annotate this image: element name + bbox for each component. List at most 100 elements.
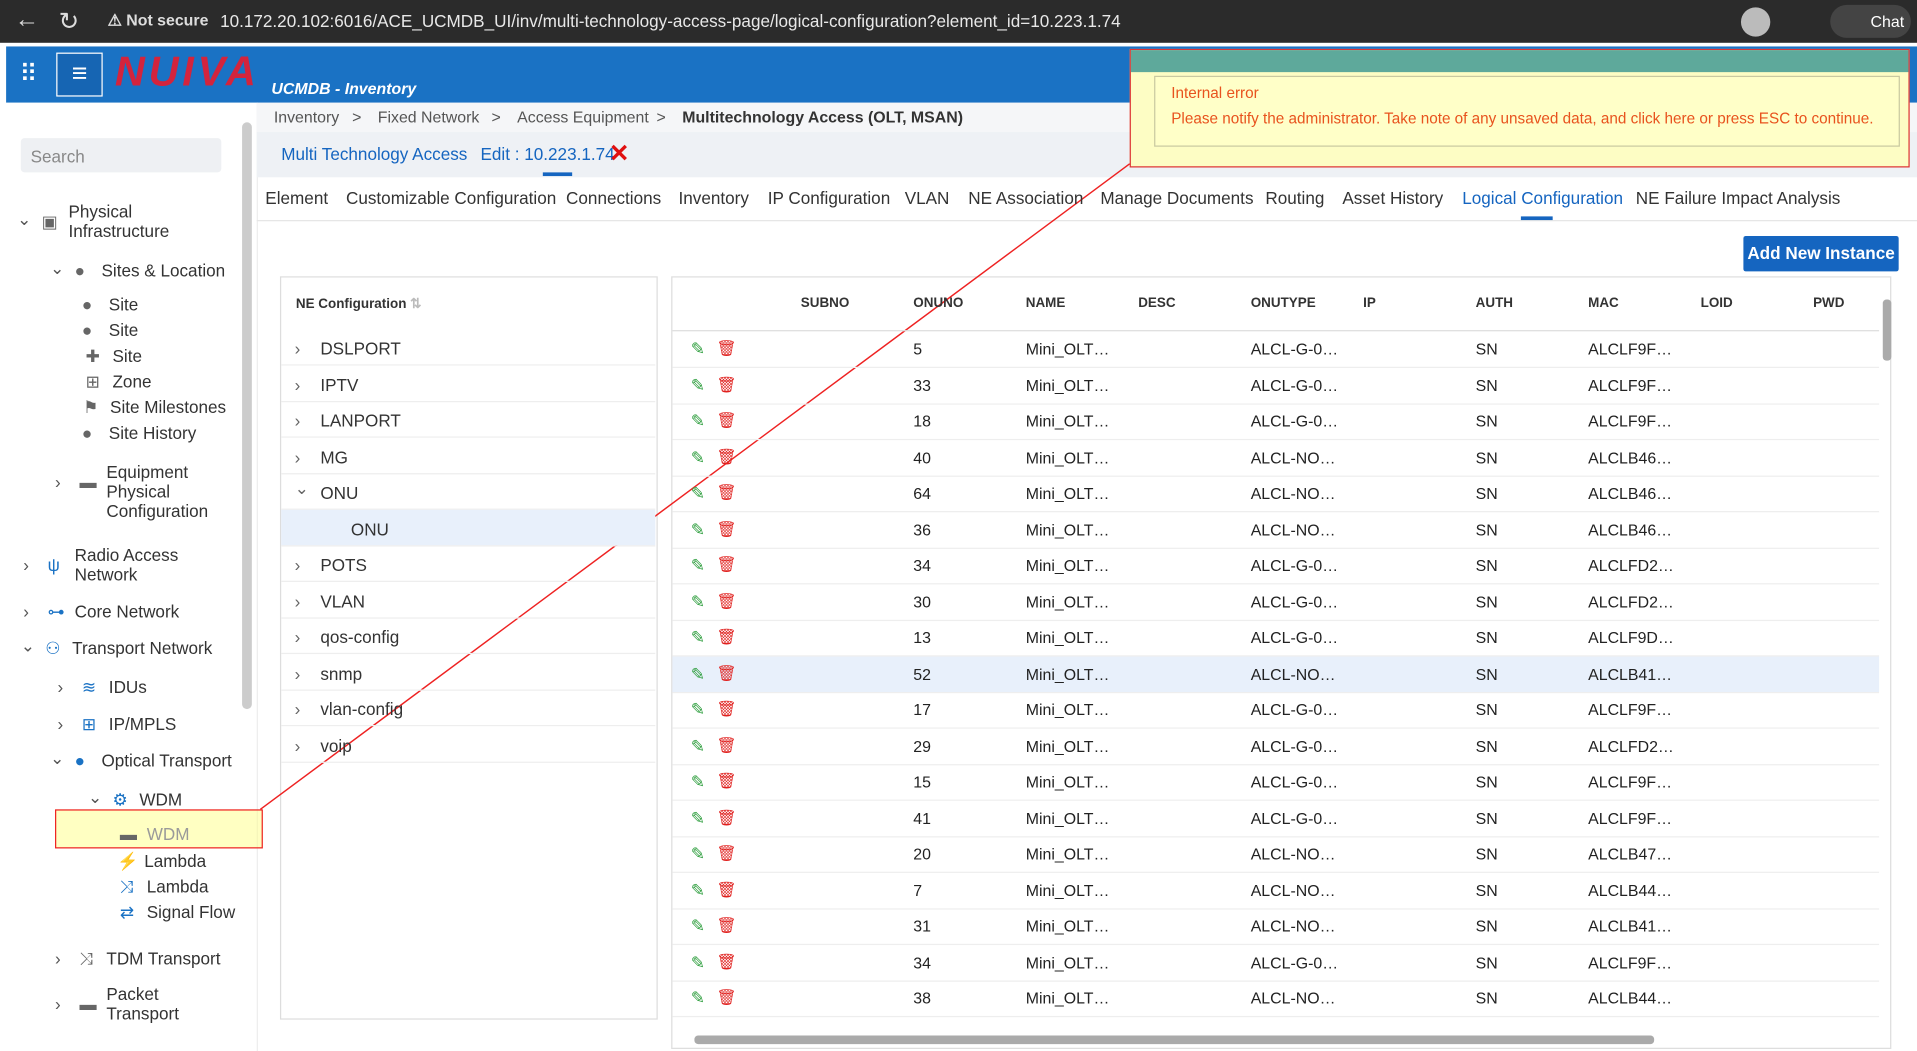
sidebar-item[interactable]: Radio Access Network	[74, 545, 179, 585]
tree-chevron[interactable]: ›	[294, 663, 301, 683]
delete-icon[interactable]: 🗑	[716, 699, 737, 718]
url[interactable]: 10.172.20.102:6016/ACE_UCMDB_UI/inv/mult…	[220, 11, 1121, 31]
breadcrumb-item[interactable]: Fixed Network	[377, 107, 480, 126]
tree-item[interactable]: ONU	[350, 518, 389, 539]
tree-chevron[interactable]: ›	[294, 591, 301, 611]
tab[interactable]: Manage Documents	[1100, 188, 1254, 208]
sidebar-item[interactable]: IDUs	[108, 677, 147, 697]
edit-icon[interactable]: ✎	[690, 591, 706, 611]
delete-icon[interactable]: 🗑	[716, 518, 737, 538]
delete-icon[interactable]: 🗑	[716, 735, 737, 754]
edit-icon[interactable]: ✎	[690, 555, 706, 575]
sidebar-chevron[interactable]: ›	[55, 471, 61, 492]
tree-item[interactable]: DSLPORT	[320, 338, 401, 359]
tree-item[interactable]: vlan-config	[320, 699, 404, 719]
edit-icon[interactable]: ✎	[690, 879, 706, 900]
sidebar-item[interactable]: Equipment Physical Configuration	[106, 462, 209, 521]
sidebar-item[interactable]: Lambda Rout	[144, 850, 207, 873]
subtab[interactable]: Multi Technology Access	[281, 144, 468, 164]
tree-chevron[interactable]: ›	[294, 735, 301, 755]
delete-icon[interactable]: 🗑	[716, 915, 737, 935]
sidebar-chevron[interactable]: ⌄	[17, 209, 32, 229]
tree-item[interactable]: qos-config	[320, 627, 400, 647]
sidebar-item[interactable]: IP/MPLS	[108, 713, 177, 734]
sidebar-chevron[interactable]: ›	[57, 677, 64, 697]
add-button[interactable]: Add New Instance	[1743, 235, 1899, 272]
tree-item[interactable]: VLAN	[320, 591, 366, 611]
sidebar-item[interactable]: Zone	[112, 371, 152, 392]
tree-item[interactable]: LANPORT	[320, 410, 401, 431]
reload-button[interactable]: ↻	[58, 8, 80, 36]
sidebar-item[interactable]: TDM Transport	[106, 948, 221, 969]
sidebar-item[interactable]: Transport Network	[72, 638, 213, 658]
sidebar-item[interactable]: Packet Transport	[106, 984, 179, 1024]
sidebar-item[interactable]: Sites & Location	[101, 260, 226, 280]
edit-icon[interactable]: ✎	[690, 410, 706, 431]
tab[interactable]: VLAN	[904, 188, 950, 208]
delete-icon[interactable]: 🗑	[716, 987, 737, 1007]
delete-icon[interactable]: 🗑	[716, 879, 737, 898]
apps-icon[interactable]: ⠿	[19, 61, 38, 89]
edit-icon[interactable]: ✎	[690, 446, 706, 467]
delete-icon[interactable]: 🗑	[716, 338, 737, 357]
error-message[interactable]: Please notify the administrator. Take no…	[1171, 110, 1874, 128]
sidebar-item[interactable]: Lambda Serv	[146, 876, 209, 899]
sidebar-chevron[interactable]: ›	[57, 713, 64, 734]
tab[interactable]: IP Configuration	[767, 188, 891, 208]
tab-active[interactable]: Logical Configuration	[1462, 188, 1624, 208]
tab[interactable]: NE Association	[968, 188, 1084, 208]
tree-chevron[interactable]: ›	[294, 699, 301, 719]
back-button[interactable]: ←	[14, 6, 40, 34]
delete-icon[interactable]: 🗑	[716, 771, 737, 790]
delete-icon[interactable]: 🗑	[716, 843, 737, 862]
sidebar-chevron[interactable]: ⌄	[50, 257, 65, 278]
sidebar-item[interactable]: Site Components	[112, 345, 209, 368]
edit-icon[interactable]: ✎	[690, 518, 706, 539]
edit-icon[interactable]: ✎	[690, 735, 706, 755]
edit-icon[interactable]: ✎	[690, 771, 706, 792]
edit-icon[interactable]: ✎	[690, 987, 706, 1008]
tree-item[interactable]: MG	[320, 446, 348, 467]
tab[interactable]: Connections	[566, 188, 662, 208]
close-icon[interactable]: ✕	[608, 140, 630, 168]
tree-chevron[interactable]: ›	[294, 555, 301, 575]
sidebar-item[interactable]: Site History	[108, 423, 197, 443]
sidebar-chevron[interactable]: ⌄	[20, 635, 36, 656]
table-vscroll[interactable]	[1882, 299, 1892, 361]
tree-chevron[interactable]: ›	[294, 410, 301, 431]
search-box[interactable]	[20, 138, 222, 173]
breadcrumb-item[interactable]: Inventory	[273, 107, 340, 126]
delete-icon[interactable]: 🗑	[716, 446, 737, 466]
sidebar-item[interactable]: Signal Flow	[146, 902, 236, 922]
edit-icon[interactable]: ✎	[690, 807, 706, 828]
edit-icon[interactable]: ✎	[690, 374, 706, 395]
chat-button[interactable]	[1830, 4, 1911, 38]
tab[interactable]: Customizable Configuration	[345, 188, 557, 208]
tree-chevron[interactable]: ›	[294, 338, 301, 359]
tree-chevron[interactable]: ›	[294, 446, 301, 467]
subtab-active[interactable]: Edit : 10.223.1.74	[480, 144, 615, 164]
breadcrumb-item[interactable]: Access Equipment	[517, 107, 649, 126]
tree-item[interactable]: voip	[320, 735, 352, 755]
delete-icon[interactable]: 🗑	[716, 555, 737, 574]
delete-icon[interactable]: 🗑	[716, 374, 737, 394]
menu-button[interactable]: ≡	[56, 52, 103, 97]
sidebar-chevron[interactable]: ›	[23, 555, 29, 575]
sidebar-item[interactable]: WDM	[139, 789, 183, 810]
sidebar-chevron[interactable]: ›	[55, 948, 61, 969]
tree-item[interactable]: POTS	[320, 555, 367, 575]
sidebar-item[interactable]: Site Milestones	[110, 397, 227, 417]
delete-icon[interactable]: 🗑	[716, 663, 737, 682]
delete-icon[interactable]: 🗑	[716, 591, 737, 610]
sidebar-chevron[interactable]: ›	[23, 601, 29, 622]
sidebar-item[interactable]: Site Overlapping	[108, 320, 201, 342]
delete-icon[interactable]: 🗑	[716, 410, 737, 430]
edit-icon[interactable]: ✎	[690, 482, 706, 503]
tree-chevron[interactable]: ⌄	[294, 478, 309, 498]
tree-chevron[interactable]: ›	[294, 627, 301, 647]
tree-chevron[interactable]: ›	[294, 374, 301, 395]
edit-icon[interactable]: ✎	[690, 627, 706, 647]
delete-icon[interactable]: 🗑	[716, 807, 737, 826]
tab[interactable]: Asset History	[1342, 188, 1444, 208]
tab[interactable]: Inventory	[678, 188, 749, 208]
